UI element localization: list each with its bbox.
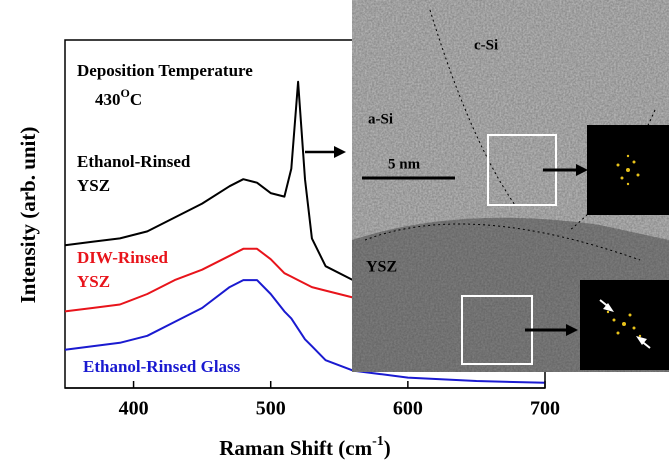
series-line (64, 279, 546, 384)
x-tick-label: 700 (530, 398, 560, 420)
inset-label: YSZ (366, 259, 397, 276)
legend-label: Ethanol-Rinsed Glass (83, 357, 241, 376)
arrow-head (576, 164, 588, 176)
annotation: Deposition Temperature (77, 61, 253, 80)
x-tick-label: 500 (256, 398, 286, 420)
arrow-head (566, 324, 578, 336)
inset-label: c-Si (474, 37, 498, 53)
x-tick-label: 600 (393, 398, 423, 420)
x-axis-label: Raman Shift (cm-1) (219, 434, 391, 460)
annotation: 430OC (95, 86, 142, 109)
axis-layer: 400 500 600 700 (65, 381, 560, 420)
legend-label: DIW-Rinsed YSZ (77, 248, 168, 291)
y-axis-label: Intensity (arb. unit) (16, 127, 40, 304)
boundary (364, 223, 641, 261)
arrow-head (334, 146, 346, 158)
legend-label: Ethanol-Rinsed YSZ (77, 152, 191, 195)
boundary (429, 9, 516, 206)
fft-spots (606, 310, 642, 338)
inset-label: 5 nm (388, 156, 421, 172)
tem-image: c-Si a-Si 5 nm YSZ (352, 0, 669, 372)
x-tick-label: 400 (119, 398, 149, 420)
fft-arrow-head (636, 336, 647, 345)
fft-arrow-head (603, 303, 614, 312)
fft-spots (616, 154, 640, 186)
inset-label: a-Si (368, 111, 393, 127)
